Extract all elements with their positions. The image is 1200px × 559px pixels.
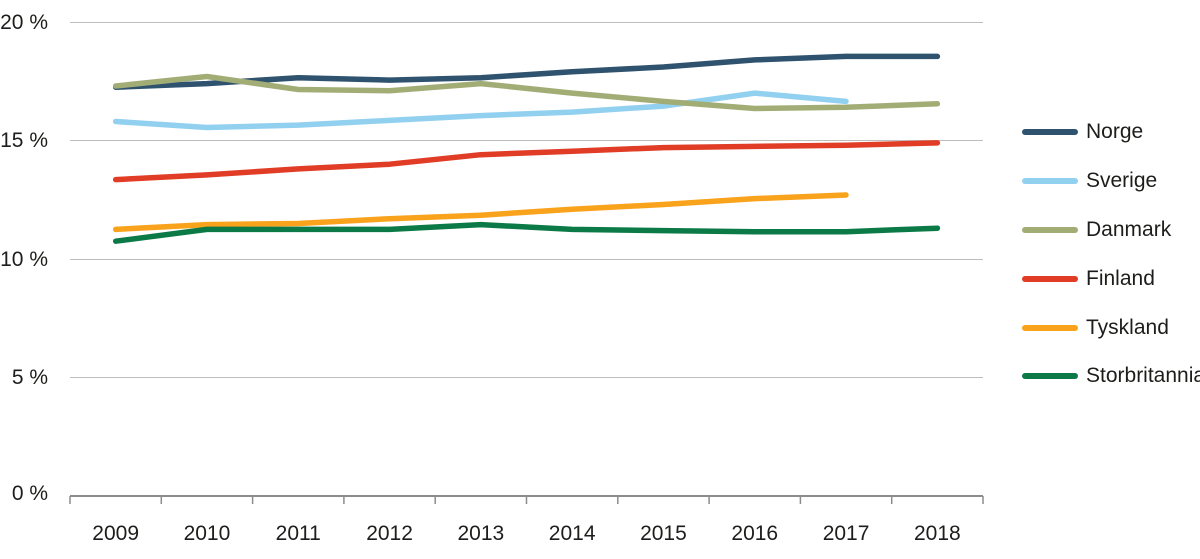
legend-item-danmark: Danmark <box>1022 216 1171 244</box>
x-axis-tick-label: 2009 <box>92 522 139 545</box>
legend-label: Norge <box>1086 120 1144 143</box>
legend-swatch-storbritannia <box>1022 373 1078 379</box>
y-axis-tick-label: 0 % <box>11 482 48 505</box>
x-axis-tick-label: 2015 <box>640 522 687 545</box>
legend-item-storbritannia: Storbritannia <box>1022 362 1200 390</box>
legend-swatch-tyskland <box>1022 325 1078 331</box>
y-axis-tick-label: 10 % <box>0 248 48 271</box>
series-line-storbritannia <box>112 221 941 244</box>
series-line-danmark <box>112 73 941 112</box>
x-axis-tick-label: 2016 <box>731 522 779 545</box>
x-axis-tick-label: 2012 <box>366 522 413 545</box>
legend-item-tyskland: Tyskland <box>1022 314 1169 342</box>
gridline-5pct <box>70 377 983 378</box>
series-line-tyskland <box>112 192 849 233</box>
x-axis-tick-label: 2014 <box>548 522 596 545</box>
legend-item-sverige: Sverige <box>1022 167 1157 195</box>
gridline-10pct <box>70 259 983 260</box>
legend-item-finland: Finland <box>1022 265 1155 293</box>
legend-swatch-sverige <box>1022 178 1078 184</box>
x-axis-tick-label: 2018 <box>913 522 961 545</box>
legend: Norge Sverige Danmark Finland Tyskland S… <box>1022 0 1200 559</box>
gridline-20pct <box>70 22 983 23</box>
y-axis-tick-label: 15 % <box>0 129 48 152</box>
series-line-finland <box>112 140 941 183</box>
gridline-15pct <box>70 140 983 141</box>
legend-label: Finland <box>1086 267 1155 290</box>
legend-label: Sverige <box>1086 169 1158 192</box>
x-axis-tick-label: 2011 <box>275 522 321 545</box>
legend-swatch-finland <box>1022 276 1078 282</box>
x-axis-tick-label: 2013 <box>457 522 505 545</box>
y-axis-tick-label: 20 % <box>0 11 48 34</box>
x-axis-tick-label: 2017 <box>822 522 870 545</box>
x-axis-tick-label: 2010 <box>183 522 231 545</box>
legend-label: Danmark <box>1086 218 1172 241</box>
legend-swatch-danmark <box>1022 227 1078 233</box>
y-axis-tick-label: 5 % <box>11 366 48 389</box>
series-line-sverige <box>112 90 849 131</box>
legend-swatch-norge <box>1022 129 1078 135</box>
legend-label: Tyskland <box>1086 316 1169 339</box>
legend-label: Storbritannia <box>1086 364 1200 387</box>
legend-item-norge: Norge <box>1022 118 1143 146</box>
